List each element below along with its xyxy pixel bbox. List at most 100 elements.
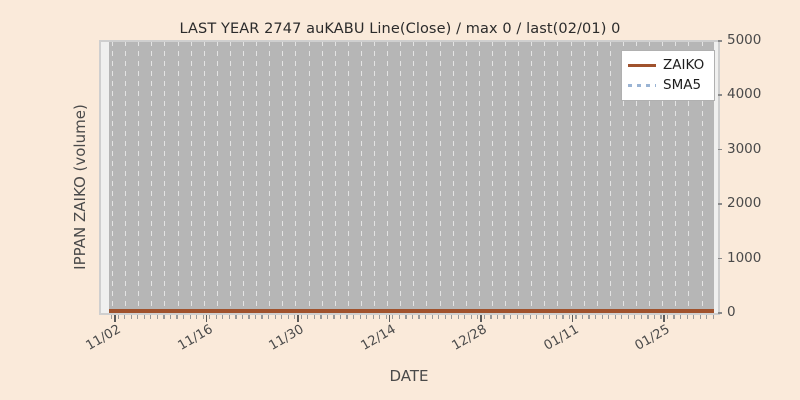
- x-tick-minor: [163, 315, 165, 319]
- x-tick-minor: [150, 315, 152, 319]
- x-tick-minor: [176, 315, 178, 319]
- gridline-vertical: [675, 41, 677, 313]
- x-tick-minor: [117, 315, 119, 319]
- gridline-vertical: [583, 41, 585, 313]
- x-tick-minor: [542, 315, 544, 319]
- x-tick-minor: [353, 315, 355, 319]
- gridline-vertical: [151, 41, 153, 313]
- x-tick-minor: [549, 315, 551, 319]
- x-tick-minor: [431, 315, 433, 319]
- x-tick-major: [480, 315, 482, 322]
- x-tick-minor: [647, 315, 649, 319]
- gridline-vertical: [596, 41, 598, 313]
- gridline-vertical: [518, 41, 520, 313]
- gridline-vertical: [505, 41, 506, 313]
- x-tick-minor: [268, 315, 270, 319]
- x-tick-minor: [169, 315, 172, 319]
- x-tick-minor: [235, 315, 237, 319]
- x-tick-major: [571, 315, 574, 322]
- x-tick-minor: [156, 315, 159, 319]
- legend-entry-zaiko: ZAIKO: [628, 55, 708, 75]
- gridline-vertical: [164, 41, 166, 313]
- x-tick-minor: [680, 315, 682, 319]
- x-tick-minor: [261, 315, 263, 319]
- x-tick-minor: [562, 315, 564, 319]
- legend-line-icon-zaiko: [628, 59, 656, 71]
- x-tick-minor: [438, 315, 440, 319]
- x-tick-minor: [202, 315, 204, 319]
- y-axis-label: IPPAN ZAIKO (volume): [71, 104, 89, 270]
- gridline-vertical: [125, 41, 127, 313]
- x-tick-minor: [359, 315, 361, 319]
- x-tick-minor: [124, 315, 126, 319]
- x-tick-major: [388, 315, 391, 322]
- y-tick-label: 4000: [727, 86, 762, 103]
- series-line-zaiko: [109, 309, 714, 313]
- legend-line-icon-sma5: [628, 79, 656, 91]
- x-tick-minor: [666, 315, 669, 319]
- x-tick-minor: [477, 315, 479, 319]
- x-tick-minor: [248, 315, 250, 319]
- y-tick-mark: [718, 257, 722, 260]
- gridline-vertical: [347, 41, 349, 313]
- y-axis-ticks: 0 1000 2000 3000 4000 5000: [718, 32, 798, 320]
- x-tick-minor: [392, 315, 394, 319]
- x-tick-label: 12/28: [449, 322, 490, 354]
- gridline-vertical: [112, 41, 113, 313]
- x-tick-minor: [346, 315, 348, 319]
- x-tick-label: 01/11: [541, 322, 581, 354]
- y-tick-label: 3000: [727, 140, 762, 157]
- gridline-vertical: [465, 41, 467, 313]
- x-tick-label: 11/02: [83, 322, 124, 354]
- x-tick-minor: [706, 315, 708, 319]
- chart-title: LAST YEAR 2747 auKABU Line(Close) / max …: [179, 21, 621, 37]
- x-tick-minor: [111, 315, 113, 319]
- gridline-vertical: [138, 41, 140, 313]
- series-layer: [109, 41, 714, 313]
- plot-right-margin: [714, 41, 718, 313]
- axis-spine-top: [99, 40, 720, 42]
- x-axis-tick-labels: 11/02 11/16 11/30 12/14 12/28 01/11 01/25: [84, 322, 718, 372]
- x-tick-minor: [608, 315, 610, 319]
- x-tick-minor: [686, 315, 688, 319]
- x-tick-minor: [228, 315, 230, 319]
- x-tick-minor: [254, 315, 257, 319]
- x-tick-minor: [281, 315, 283, 319]
- x-tick-minor: [294, 315, 296, 319]
- y-tick-label: 0: [727, 304, 736, 320]
- x-tick-minor: [464, 315, 466, 319]
- x-tick-minor: [483, 315, 486, 319]
- gridline-vertical: [256, 41, 258, 313]
- chart-legend: ZAIKO SMA5: [621, 50, 715, 101]
- x-tick-minor: [470, 315, 472, 319]
- x-tick-minor: [555, 315, 557, 319]
- x-tick-minor: [699, 315, 701, 319]
- x-tick-minor: [241, 315, 244, 319]
- x-tick-minor: [575, 315, 577, 319]
- x-tick-minor: [333, 315, 335, 319]
- gridline-vertical: [636, 41, 637, 313]
- x-tick-minor: [418, 315, 420, 319]
- y-tick-label: 2000: [727, 195, 762, 212]
- axis-spine-right: [718, 41, 720, 314]
- x-tick-minor: [189, 315, 191, 319]
- gridline-vertical: [360, 41, 362, 313]
- gridline-vertical: [688, 41, 690, 313]
- plot-left-margin: [100, 41, 109, 313]
- gridline-vertical: [295, 41, 297, 313]
- y-tick-mark: [718, 312, 722, 314]
- gridline-vertical: [452, 41, 454, 313]
- gridline-vertical: [203, 41, 205, 313]
- axis-spine-left: [99, 41, 101, 314]
- y-tick-label: 1000: [727, 249, 762, 266]
- gridline-vertical: [190, 41, 192, 313]
- x-tick-minor: [568, 315, 571, 319]
- gridline-vertical: [374, 41, 375, 313]
- gridline-vertical: [229, 41, 231, 313]
- gridline-vertical: [321, 41, 323, 313]
- x-tick-minor: [287, 315, 289, 319]
- gridline-vertical: [400, 41, 402, 313]
- x-tick-minor: [523, 315, 525, 319]
- x-tick-minor: [595, 315, 597, 319]
